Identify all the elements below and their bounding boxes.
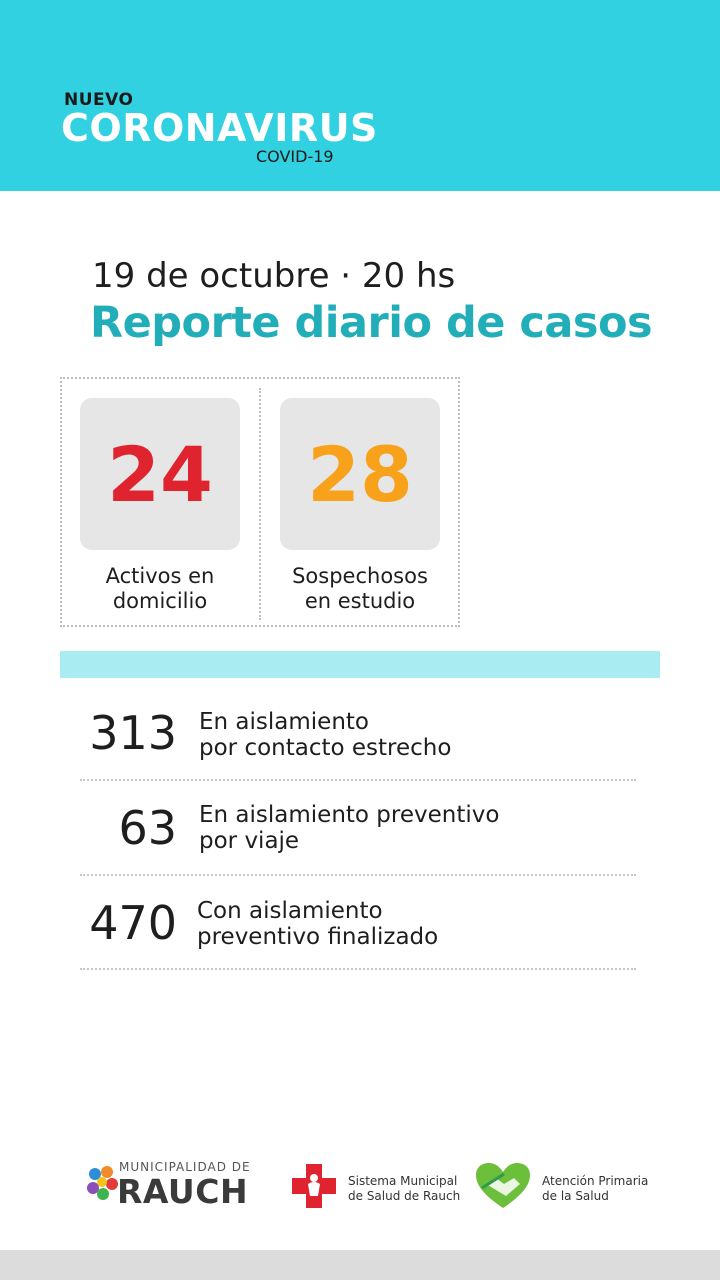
suspected-label-line1: Sospechosos <box>292 564 428 588</box>
health-system-cross-icon <box>292 1164 336 1208</box>
primary-care-line2: de la Salud <box>542 1189 609 1203</box>
header-subtitle: COVID-19 <box>256 147 334 166</box>
isolation-contact-line2: por contacto estrecho <box>199 735 452 761</box>
isolation-contact-line1: En aislamiento <box>199 709 369 735</box>
active-label-line1: Activos en <box>105 564 215 588</box>
isolation-contact-desc: En aislamiento por contacto estrecho <box>199 709 451 761</box>
stats-panel <box>60 377 460 627</box>
header-nuevo: NUEVO <box>64 90 134 110</box>
primary-care-text: Atención Primaria de la Salud <box>542 1174 648 1204</box>
isolation-finished-line2: preventivo finalizado <box>197 924 439 950</box>
municipality-logo: MUNICIPALIDAD DE RAUCH <box>85 1160 265 1211</box>
health-system-text: Sistema Municipal de Salud de Rauch <box>348 1174 460 1204</box>
report-title: Reporte diario de casos <box>90 298 653 348</box>
municipality-emblem-icon <box>87 1166 118 1200</box>
row-separator <box>80 779 636 781</box>
isolation-finished-count: 470 <box>89 896 177 950</box>
stats-divider <box>259 388 261 620</box>
row-separator <box>80 968 636 970</box>
suspected-cases-value: 28 <box>307 429 413 519</box>
primary-care-line1: Atención Primaria <box>542 1174 649 1188</box>
isolation-finished-line1: Con aislamiento <box>197 898 383 924</box>
suspected-cases-label: Sospechosos en estudio <box>260 564 460 614</box>
report-date: 19 de octubre · 20 hs <box>92 256 456 296</box>
section-divider-bar <box>60 651 660 678</box>
municipality-top-text: MUNICIPALIDAD DE <box>119 1160 251 1174</box>
isolation-travel-desc: En aislamiento preventivo por viaje <box>199 802 499 854</box>
health-system-line1: Sistema Municipal <box>348 1174 458 1188</box>
active-label-line2: domicilio <box>112 589 208 613</box>
active-cases-card: 24 <box>80 398 240 550</box>
suspected-label-line2: en estudio <box>304 589 416 613</box>
handshake-heart-icon <box>476 1163 530 1208</box>
isolation-travel-line2: por viaje <box>199 828 300 854</box>
bottom-bar <box>0 1250 720 1280</box>
health-system-line2: de Salud de Rauch <box>348 1189 461 1203</box>
isolation-travel-line1: En aislamiento preventivo <box>199 802 500 828</box>
active-cases-label: Activos en domicilio <box>60 564 260 614</box>
isolation-finished-desc: Con aislamiento preventivo finalizado <box>197 898 438 950</box>
isolation-contact-count: 313 <box>89 706 177 760</box>
header-title: CORONAVIRUS <box>61 106 378 150</box>
suspected-cases-card: 28 <box>280 398 440 550</box>
row-separator <box>80 874 636 876</box>
municipality-name: RAUCH <box>117 1172 249 1211</box>
isolation-travel-count: 63 <box>118 801 177 855</box>
header-banner: NUEVO CORONAVIRUS COVID-19 <box>0 0 720 191</box>
active-cases-value: 24 <box>107 429 213 519</box>
